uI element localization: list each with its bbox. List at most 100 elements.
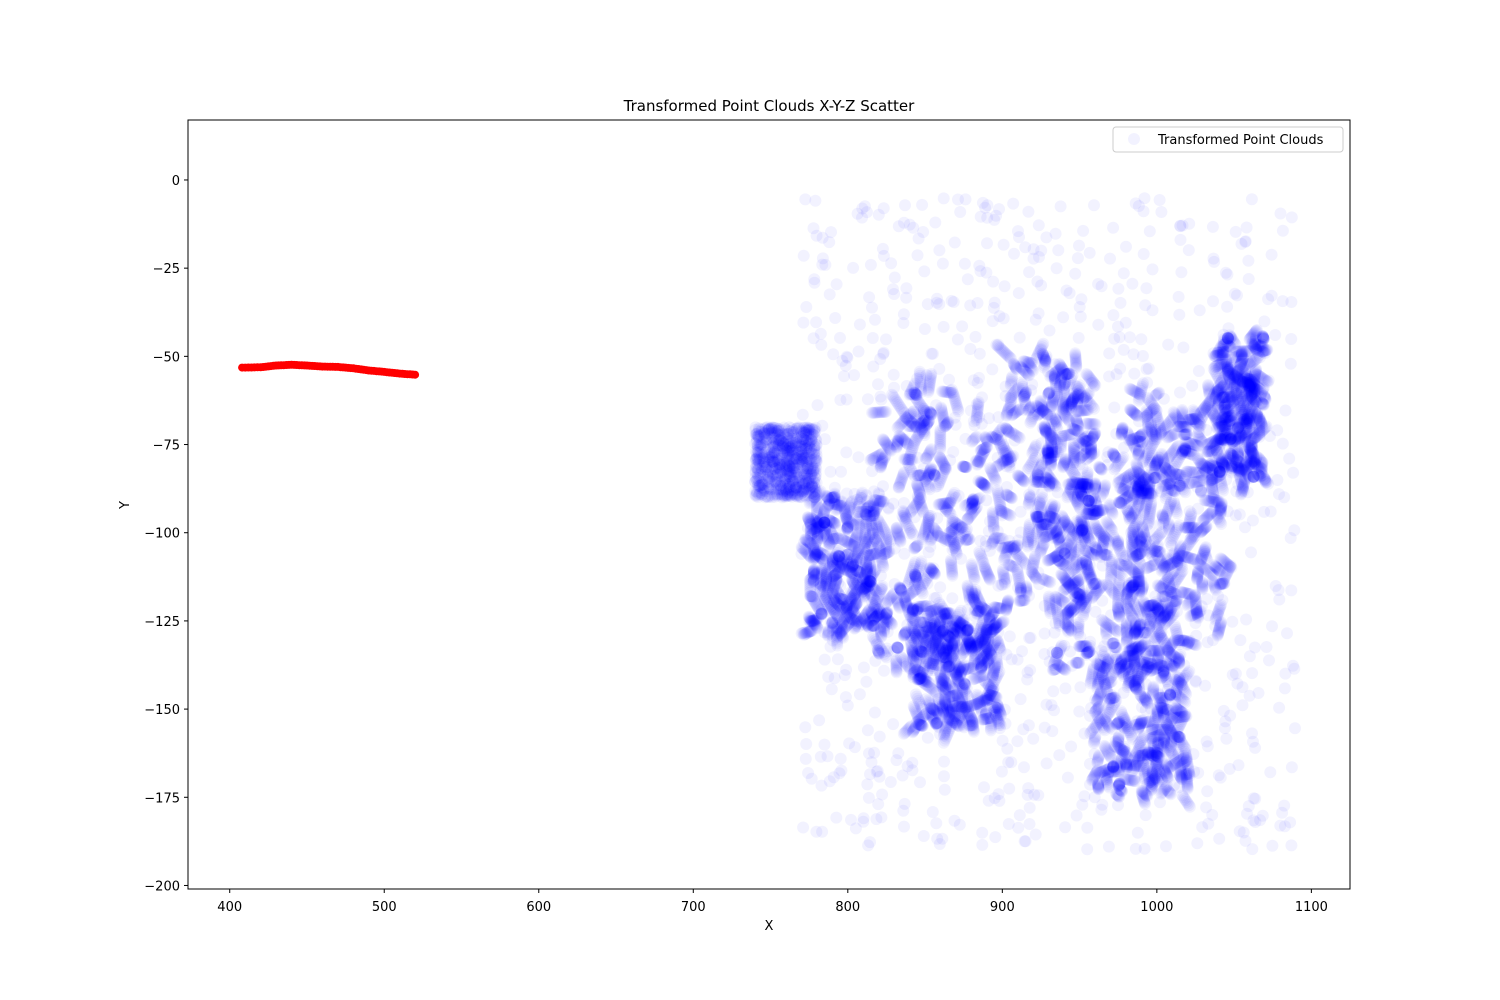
scatter-point	[1182, 244, 1195, 257]
scatter-point	[1146, 263, 1159, 276]
scatter-point	[1081, 479, 1094, 492]
scatter-point	[974, 476, 987, 488]
scatter-point	[754, 428, 767, 441]
scatter-point	[1229, 667, 1242, 680]
scatter-point	[857, 812, 870, 825]
scatter-point	[953, 818, 966, 831]
scatter-point	[802, 767, 815, 779]
scatter-point	[931, 527, 944, 540]
scatter-point	[873, 730, 886, 743]
scatter-point	[930, 817, 943, 830]
scatter-point	[1089, 693, 1102, 706]
scatter-point	[840, 350, 853, 363]
scatter-point	[973, 411, 986, 424]
scatter-point	[872, 378, 884, 391]
scatter-point	[1035, 244, 1048, 257]
scatter-point	[1117, 267, 1130, 280]
scatter-point	[989, 701, 1001, 713]
scatter-point	[1112, 320, 1124, 333]
scatter-point	[1271, 424, 1284, 437]
scatter-point	[934, 581, 947, 594]
scatter-point	[863, 747, 875, 760]
scatter-point	[924, 540, 937, 553]
scatter-point	[868, 706, 881, 719]
scatter-point	[1245, 193, 1258, 206]
scatter-point	[888, 271, 901, 284]
scatter-point	[1067, 387, 1080, 400]
scatter-point	[1012, 287, 1025, 300]
scatter-point	[852, 451, 865, 464]
scatter-point	[1266, 620, 1278, 633]
scatter-point	[799, 752, 812, 765]
scatter-point	[1045, 699, 1058, 712]
scatter-point	[1040, 231, 1053, 244]
scatter-point	[964, 343, 977, 355]
scatter-point	[829, 312, 842, 324]
scatter-point	[1217, 704, 1230, 717]
scatter-point	[813, 714, 826, 727]
scatter-point	[875, 583, 888, 596]
scatter-point	[1074, 310, 1087, 323]
scatter-point	[960, 461, 973, 474]
scatter-point	[825, 683, 838, 696]
scatter-point	[986, 315, 999, 328]
scatter-point	[827, 348, 840, 361]
scatter-point	[823, 236, 836, 249]
scatter-point	[835, 764, 848, 777]
scatter-point	[924, 510, 937, 522]
scatter-point	[911, 539, 924, 552]
scatter-point	[795, 449, 808, 462]
scatter-point	[1285, 839, 1298, 852]
scatter-point	[984, 724, 997, 737]
scatter-point	[886, 388, 898, 401]
scatter-point	[981, 199, 994, 212]
scatter-point	[1011, 653, 1024, 666]
scatter-point	[991, 451, 1004, 464]
scatter-point	[1073, 239, 1085, 252]
scatter-point	[1263, 654, 1275, 667]
scatter-point	[1002, 756, 1015, 769]
scatter-point	[1119, 316, 1132, 329]
scatter-point	[921, 408, 934, 421]
scatter-point	[760, 461, 773, 473]
scatter-point	[1012, 225, 1024, 238]
scatter-point	[843, 737, 856, 750]
scatter-point	[938, 783, 951, 796]
scatter-point	[864, 454, 877, 466]
scatter-point	[1054, 200, 1067, 213]
scatter-point	[1042, 365, 1055, 378]
scatter-point	[1035, 459, 1048, 472]
scatter-point	[1276, 437, 1289, 450]
scatter-point	[1276, 224, 1289, 237]
scatter-point	[887, 283, 899, 296]
scatter-point	[1161, 589, 1174, 602]
scatter-point	[960, 523, 973, 536]
scatter-point	[1239, 235, 1252, 248]
scatter-point	[1052, 244, 1065, 257]
scatter-point	[1160, 692, 1173, 705]
scatter-point	[1087, 650, 1100, 663]
scatter-point	[1228, 287, 1241, 300]
scatter-point	[814, 750, 827, 763]
scatter-point	[905, 416, 918, 429]
scatter-point	[1276, 295, 1289, 308]
scatter-point	[1235, 237, 1248, 250]
scatter-point	[1071, 252, 1084, 265]
scatter-point	[1075, 293, 1088, 306]
scatter-point	[1200, 735, 1213, 748]
scatter-point	[1192, 502, 1204, 515]
scatter-point	[840, 487, 853, 500]
scatter-point	[1018, 835, 1031, 848]
scatter-point	[1172, 290, 1185, 303]
scatter-point	[1133, 415, 1145, 428]
scatter-point	[1027, 252, 1040, 265]
scatter-point	[1139, 743, 1152, 756]
scatter-point	[1128, 367, 1141, 380]
scatter-point	[1153, 518, 1166, 531]
scatter-point	[797, 249, 810, 262]
scatter-point	[1083, 757, 1096, 770]
scatter-point	[1023, 818, 1036, 830]
scatter-point	[1018, 761, 1030, 774]
scatter-point	[1247, 735, 1259, 748]
scatter-point	[1053, 749, 1066, 762]
